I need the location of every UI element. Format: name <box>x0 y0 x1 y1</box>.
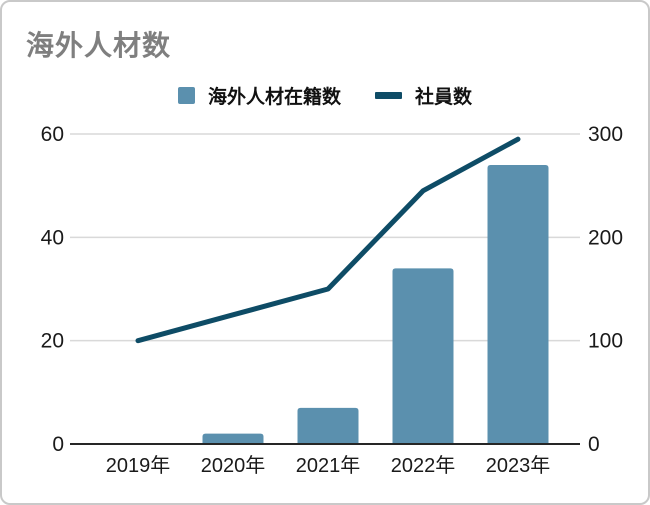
chart-title: 海外人材数 <box>26 30 172 61</box>
bar-2021年 <box>297 407 359 443</box>
x-axis-category-label: 2021年 <box>296 454 361 477</box>
bar-2023年 <box>487 165 549 443</box>
x-axis-category-label: 2020年 <box>201 454 266 477</box>
left-axis-tick-label: 20 <box>41 330 64 353</box>
x-axis-category-label: 2019年 <box>106 454 171 477</box>
chart-legend: 海外人材在籍数 社員数 <box>2 82 648 109</box>
right-axis-tick-label: 0 <box>588 433 600 456</box>
right-axis-tick-label: 200 <box>588 226 623 249</box>
line-series-swatch-icon <box>375 92 402 99</box>
bar-series-swatch-icon <box>177 87 195 104</box>
x-axis-category-label: 2023年 <box>486 454 551 477</box>
legend-item-line-series: 社員数 <box>375 82 472 109</box>
left-axis-tick-label: 40 <box>41 226 64 249</box>
legend-bar-label: 海外人材在籍数 <box>207 87 341 108</box>
bar-2020年 <box>202 433 264 443</box>
right-axis-tick-label: 300 <box>588 123 623 146</box>
bar-2022年 <box>392 268 454 443</box>
legend-line-label: 社員数 <box>415 87 473 108</box>
left-axis-tick-label: 60 <box>41 123 64 146</box>
legend-item-bar-series: 海外人材在籍数 <box>177 82 341 109</box>
right-axis-tick-label: 100 <box>588 330 623 353</box>
x-axis-category-label: 2022年 <box>391 454 456 477</box>
left-axis-tick-label: 0 <box>52 433 64 456</box>
line-series-path <box>135 136 521 344</box>
